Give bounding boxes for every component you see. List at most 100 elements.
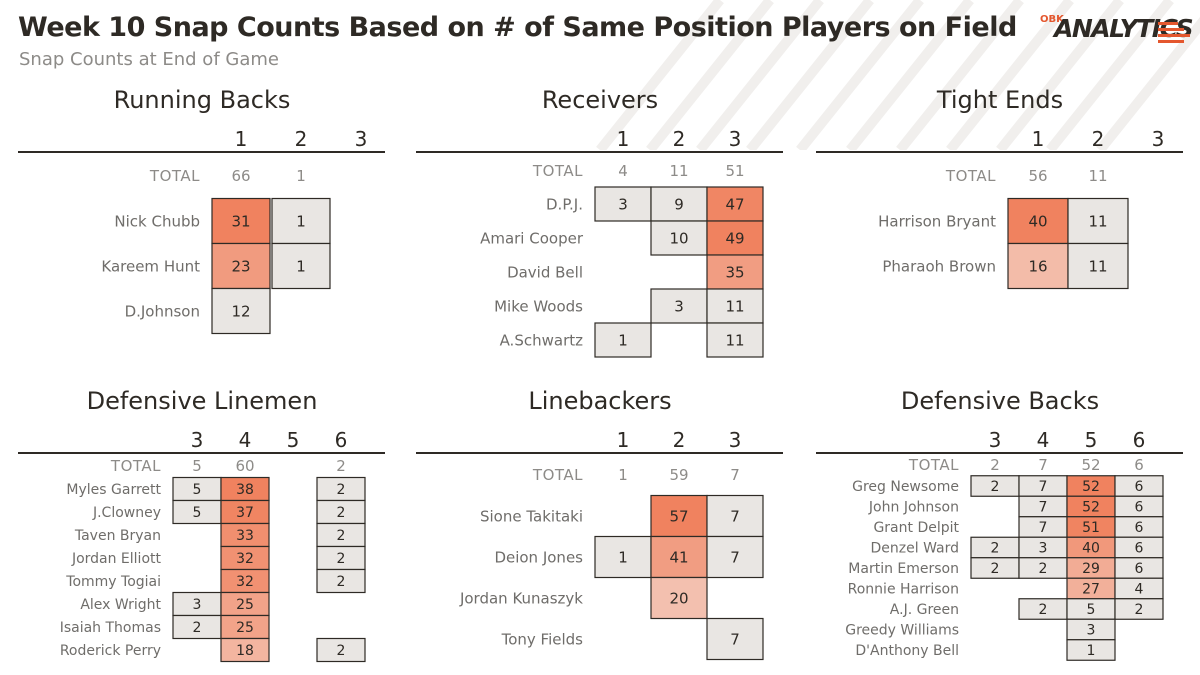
player-name: Harrison Bryant (878, 212, 996, 230)
snap-value: 1 (618, 548, 628, 566)
snap-value: 7 (1039, 500, 1048, 516)
snap-cell (706, 322, 764, 358)
snap-value: 2 (337, 482, 346, 498)
snap-value: 1 (296, 212, 306, 230)
snap-cell (706, 617, 764, 661)
player-name: D.P.J. (546, 195, 583, 213)
snap-cell (211, 197, 271, 245)
snap-value: 51 (1082, 520, 1100, 536)
snap-value: 2 (1039, 561, 1048, 577)
snap-value: 7 (730, 548, 740, 566)
player-name: John Johnson (868, 499, 959, 515)
snap-value: 27 (1082, 582, 1100, 598)
column-header-running-backs: 1 (235, 127, 248, 151)
panel-title-tight-ends: Tight Ends (936, 86, 1063, 114)
snap-cell (706, 220, 764, 256)
total-label: TOTAL (532, 162, 583, 180)
snap-value: 2 (337, 643, 346, 659)
column-header-defensive-backs: 3 (989, 428, 1002, 452)
player-name: Jordan Elliott (71, 551, 162, 567)
column-header-linebackers: 3 (729, 428, 742, 452)
snap-value: 35 (725, 263, 744, 281)
snap-value: 6 (1135, 520, 1144, 536)
snap-cell (594, 322, 652, 358)
snap-value: 25 (236, 620, 254, 636)
player-name: Isaiah Thomas (60, 620, 161, 636)
column-header-linebackers: 1 (617, 428, 630, 452)
column-header-tight-ends: 3 (1152, 127, 1165, 151)
snap-value: 29 (1082, 561, 1100, 577)
player-name: Deion Jones (494, 548, 583, 566)
panel-title-receivers: Receivers (542, 86, 658, 114)
total-value: 7 (730, 466, 740, 484)
snap-value: 3 (674, 297, 684, 315)
brand-logo: OBK ANALYTICS (1040, 14, 1194, 46)
total-value: 59 (669, 466, 688, 484)
snap-value: 38 (236, 482, 254, 498)
total-value: 11 (669, 162, 688, 180)
column-header-defensive-linemen: 5 (287, 428, 300, 452)
snap-value: 3 (193, 597, 202, 613)
player-name: Taven Bryan (74, 528, 161, 544)
player-name: A.J. Green (890, 602, 959, 618)
total-label: TOTAL (532, 466, 583, 484)
column-header-running-backs: 2 (295, 127, 308, 151)
snap-value: 5 (193, 482, 202, 498)
player-name: J.Clowney (92, 505, 161, 521)
snap-value: 2 (337, 505, 346, 521)
snap-value: 33 (236, 528, 254, 544)
snap-value: 1 (1087, 643, 1096, 659)
snap-value: 7 (730, 630, 740, 648)
snap-value: 40 (1082, 541, 1100, 557)
snap-cell (650, 288, 708, 324)
snap-value: 11 (725, 331, 744, 349)
snap-cell (316, 568, 366, 594)
snap-value: 10 (669, 229, 688, 247)
snap-value: 57 (669, 507, 688, 525)
player-name: Tommy Togiai (65, 574, 161, 590)
column-header-tight-ends: 1 (1032, 127, 1045, 151)
player-name: Ronnie Harrison (848, 581, 959, 597)
total-value: 11 (1088, 167, 1107, 185)
snap-value: 3 (1087, 623, 1096, 639)
snap-cell (594, 186, 652, 222)
snap-cell (316, 637, 366, 663)
player-name: Sione Takitaki (480, 507, 583, 525)
total-value: 60 (235, 457, 254, 475)
column-header-receivers: 1 (617, 127, 630, 151)
player-name: Greedy Williams (845, 622, 959, 638)
panel-title-running-backs: Running Backs (114, 86, 291, 114)
snap-cell (271, 197, 331, 245)
snap-value: 5 (193, 505, 202, 521)
snap-value: 2 (1039, 602, 1048, 618)
player-name: Denzel Ward (871, 540, 960, 556)
total-value: 7 (1038, 456, 1048, 474)
player-name: David Bell (507, 263, 583, 281)
snap-value: 49 (725, 229, 744, 247)
snap-value: 7 (1039, 520, 1048, 536)
player-name: Myles Garrett (66, 482, 161, 498)
column-header-receivers: 3 (729, 127, 742, 151)
logo-stripes-icon (1158, 22, 1190, 46)
column-header-defensive-linemen: 4 (239, 428, 252, 452)
page-subtitle: Snap Counts at End of Game (19, 49, 279, 70)
snap-cell (220, 637, 270, 663)
snap-cell (1114, 598, 1164, 620)
player-name: Martin Emerson (848, 561, 959, 577)
player-name: Grant Delpit (873, 520, 959, 536)
column-header-tight-ends: 2 (1092, 127, 1105, 151)
snap-cell (1066, 639, 1116, 661)
column-header-defensive-backs: 6 (1133, 428, 1146, 452)
snap-cell (706, 535, 764, 579)
player-name: Tony Fields (501, 630, 584, 648)
player-name: D.Johnson (125, 302, 200, 320)
snap-value: 47 (725, 195, 744, 213)
snap-value: 11 (725, 297, 744, 315)
total-label: TOTAL (110, 457, 161, 475)
total-value: 2 (990, 456, 1000, 474)
snap-value: 2 (991, 561, 1000, 577)
snap-cell (594, 535, 652, 579)
snap-value: 11 (1088, 212, 1107, 230)
